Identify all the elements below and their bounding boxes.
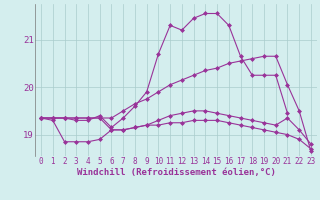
X-axis label: Windchill (Refroidissement éolien,°C): Windchill (Refroidissement éolien,°C) xyxy=(76,168,276,177)
